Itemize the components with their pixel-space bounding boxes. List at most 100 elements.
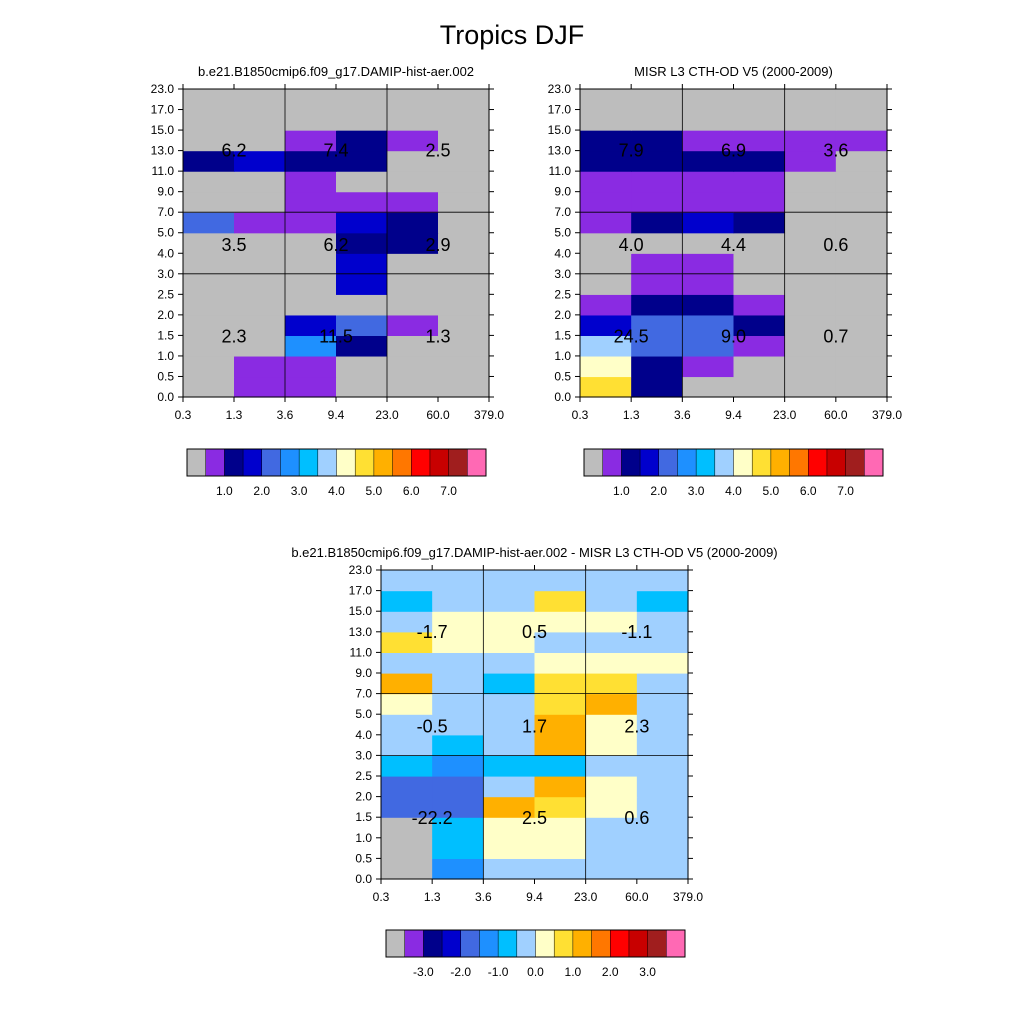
colorbar-swatch (826, 449, 847, 476)
summary-value: -0.5 (417, 717, 448, 737)
heatmap-cell (682, 314, 735, 336)
heatmap-cell (682, 376, 735, 398)
heatmap-cell (585, 755, 638, 777)
heatmap-cell (438, 314, 490, 336)
heatmap-cell (784, 89, 837, 111)
heatmap-cell (835, 212, 888, 234)
colorbar-swatch (498, 930, 518, 957)
y-tick-label: 2.0 (554, 308, 571, 322)
y-tick-label: 2.5 (355, 769, 372, 783)
heatmap-cell (438, 232, 490, 254)
colorbar-swatch (404, 930, 424, 957)
heatmap-cell (534, 755, 587, 777)
heatmap-cell (784, 212, 837, 234)
heatmap-cell (585, 837, 638, 859)
heatmap-cell (336, 191, 388, 213)
colorbar-swatch (460, 930, 480, 957)
heatmap-cell (432, 837, 484, 859)
heatmap-cell (381, 590, 433, 612)
heatmap-cell (534, 714, 587, 736)
summary-value: 3.5 (221, 235, 246, 255)
heatmap-cell (285, 212, 337, 234)
y-tick-label: 7.0 (157, 205, 174, 219)
heatmap-cell (234, 109, 286, 131)
heatmap-cell (835, 376, 888, 398)
heatmap-cell (183, 212, 235, 234)
y-tick-label: 11.0 (152, 164, 175, 178)
x-tick-label: 3.6 (277, 408, 294, 422)
y-tick-label: 2.5 (554, 287, 571, 301)
heatmap-cell (438, 130, 490, 152)
heatmap-cell (580, 171, 632, 193)
colorbar-swatch (658, 449, 678, 476)
heatmap-cell (631, 212, 683, 234)
heatmap-cell (733, 109, 786, 131)
x-tick-label: 3.6 (475, 890, 492, 904)
x-tick-label: 1.3 (623, 408, 640, 422)
colorbar-label: 3.0 (639, 965, 656, 979)
heatmap-cell (534, 673, 587, 695)
heatmap-cell (483, 817, 536, 839)
colorbar-swatch (411, 449, 431, 476)
heatmap-cell (733, 273, 786, 295)
x-tick-label: 9.4 (328, 408, 345, 422)
heatmap-cell (234, 130, 286, 152)
colorbar-label: 6.0 (800, 484, 817, 498)
heatmap-cell (636, 611, 689, 633)
x-tick-label: 60.0 (625, 890, 649, 904)
colorbar-label: 3.0 (688, 484, 705, 498)
heatmap-cell (285, 335, 337, 357)
heatmap-cell (387, 89, 439, 111)
heatmap-cell (381, 631, 433, 653)
summary-value: 9.0 (721, 326, 746, 346)
heatmap-cell (438, 273, 490, 295)
heatmap-cell (631, 376, 683, 398)
heatmap-cell (234, 191, 286, 213)
heatmap-cell (534, 693, 587, 715)
heatmap-cell (733, 150, 786, 172)
heatmap-cell (580, 150, 632, 172)
heatmap-cell (234, 150, 286, 172)
summary-value: 7.9 (619, 141, 644, 161)
heatmap-cell (381, 611, 433, 633)
heatmap-cell (631, 273, 683, 295)
heatmap-cell (387, 253, 439, 275)
heatmap-cell (784, 376, 837, 398)
x-tick-label: 23.0 (574, 890, 598, 904)
heatmap-cell (336, 335, 388, 357)
colorbar-swatch (392, 449, 412, 476)
heatmap-cell (381, 673, 433, 695)
heatmap-cell (336, 314, 388, 336)
heatmap-cell (285, 89, 337, 111)
heatmap-cell (432, 734, 484, 756)
heatmap-cell (387, 376, 439, 398)
colorbar-swatch (845, 449, 865, 476)
colorbar-swatch (770, 449, 790, 476)
colorbar-label: 1.0 (565, 965, 582, 979)
y-tick-label: 2.5 (157, 287, 174, 301)
heatmap-cell (387, 191, 439, 213)
heatmap-cell (636, 817, 689, 839)
colorbar-swatch (423, 930, 443, 957)
x-tick-label: 9.4 (725, 408, 742, 422)
x-tick-label: 3.6 (674, 408, 691, 422)
heatmap-cell (534, 611, 587, 633)
panel-1: b.e21.B1850cmip6.f09_g17.DAMIP-hist-aer.… (151, 64, 505, 498)
y-tick-label: 13.0 (349, 625, 373, 639)
y-tick-label: 11.0 (350, 645, 373, 659)
heatmap-cell (784, 335, 837, 357)
heatmap-cell (580, 273, 632, 295)
summary-value: 3.6 (823, 141, 848, 161)
heatmap-cell (580, 130, 632, 152)
heatmap-cell (285, 109, 337, 131)
x-tick-label: 23.0 (773, 408, 797, 422)
colorbar-swatch (355, 449, 375, 476)
colorbar-swatch (610, 930, 630, 957)
heatmap-cell (631, 130, 683, 152)
y-tick-label: 17.0 (349, 584, 373, 598)
heatmap-cell (580, 191, 632, 213)
heatmap-cell (585, 734, 638, 756)
heatmap-cell (835, 150, 888, 172)
heatmap-cell (835, 273, 888, 295)
heatmap-cell (585, 590, 638, 612)
